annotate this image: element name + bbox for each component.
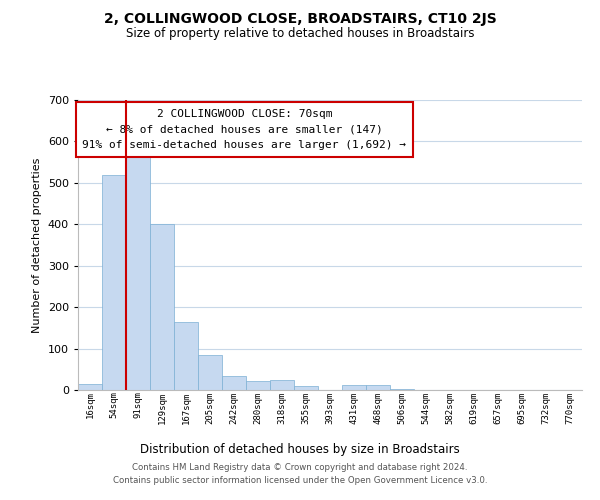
Text: Distribution of detached houses by size in Broadstairs: Distribution of detached houses by size … [140, 442, 460, 456]
Bar [102, 174, 126, 390]
Bar [222, 376, 246, 390]
Text: 2 COLLINGWOOD CLOSE: 70sqm
← 8% of detached houses are smaller (147)
91% of semi: 2 COLLINGWOOD CLOSE: 70sqm ← 8% of detac… [82, 108, 406, 150]
Bar [78, 384, 102, 390]
Y-axis label: Number of detached properties: Number of detached properties [32, 158, 42, 332]
Bar [198, 355, 222, 390]
Text: 2, COLLINGWOOD CLOSE, BROADSTAIRS, CT10 2JS: 2, COLLINGWOOD CLOSE, BROADSTAIRS, CT10 … [104, 12, 496, 26]
Bar [342, 384, 366, 390]
Bar [366, 385, 390, 390]
Bar [294, 386, 318, 390]
Text: Size of property relative to detached houses in Broadstairs: Size of property relative to detached ho… [126, 28, 474, 40]
Bar [150, 224, 174, 390]
Bar [390, 389, 414, 390]
Bar [126, 148, 150, 390]
Text: Contains HM Land Registry data © Crown copyright and database right 2024.
Contai: Contains HM Land Registry data © Crown c… [113, 464, 487, 485]
Bar [246, 381, 270, 390]
Bar [270, 380, 294, 390]
Bar [174, 322, 198, 390]
